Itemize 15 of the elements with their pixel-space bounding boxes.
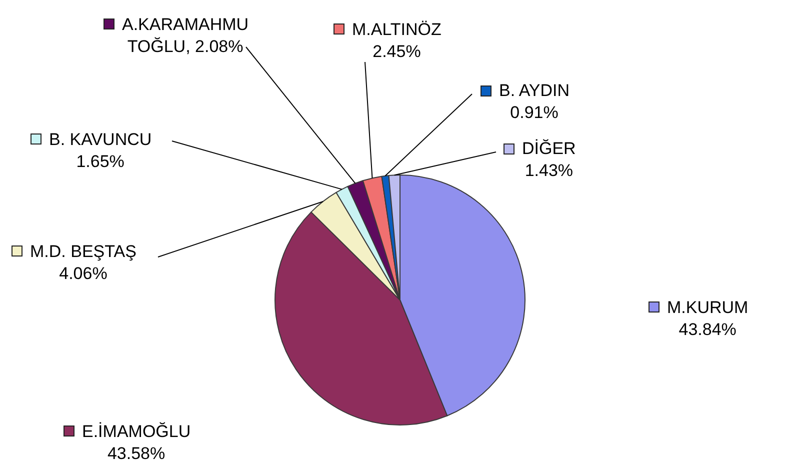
legend-label: M.KURUM [667, 298, 748, 317]
legend-label: DİĞER [522, 139, 576, 158]
data-label: 0.91% [510, 103, 558, 122]
legend-label: B. KAVUNCU [49, 130, 152, 149]
legend-label: M.D. BEŞTAŞ [30, 242, 136, 261]
legend-label: M.ALTINÖZ [352, 20, 442, 39]
data-label: 1.43% [524, 161, 574, 180]
data-label: 43.58% [107, 444, 166, 464]
data-label: 4.06% [59, 264, 108, 284]
data-label: 2.45% [372, 42, 421, 62]
data-label: 1.65% [76, 152, 124, 172]
data-label: 43.84% [678, 320, 736, 340]
legend-label: E.İMAMOĞLU [82, 422, 191, 441]
legend-label: A.KARAMAHMUTOĞLU, 2.08% [122, 15, 249, 56]
legend-label: B. AYDIN [499, 81, 570, 100]
